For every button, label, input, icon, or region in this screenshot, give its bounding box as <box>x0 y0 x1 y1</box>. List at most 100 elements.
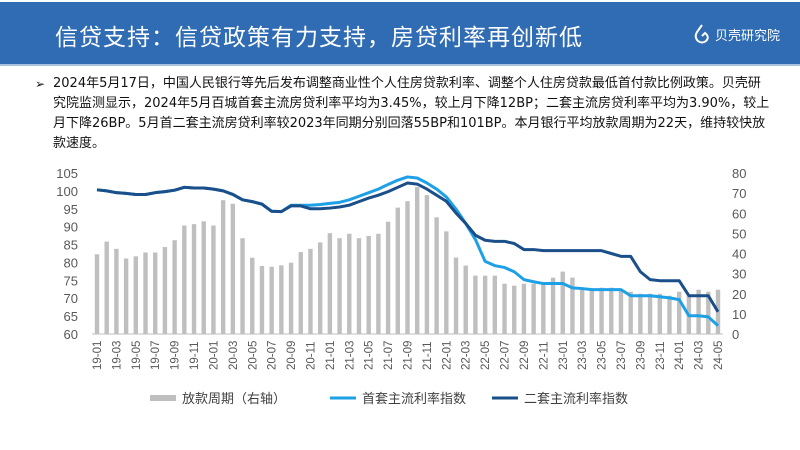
bar-loan-period <box>385 221 391 334</box>
right-axis-tick-label: 0 <box>732 327 739 342</box>
bar-loan-period <box>220 200 226 334</box>
bar-loan-period <box>259 265 265 334</box>
x-axis-tick-label: 21-05 <box>364 341 376 370</box>
bar-loan-period <box>327 233 333 334</box>
bar-loan-period <box>560 271 565 334</box>
bar-loan-period <box>570 277 575 334</box>
x-axis-tick-label: 22-09 <box>519 341 531 370</box>
bar-loan-period <box>230 203 236 334</box>
right-axis-tick-label: 20 <box>732 287 746 302</box>
bullet-arrow-icon: ➢ <box>35 77 46 91</box>
left-axis-tick-label: 105 <box>56 166 78 181</box>
bar-loan-period <box>211 225 216 334</box>
bar-loan-period <box>492 275 498 334</box>
x-axis-tick-label: 21-07 <box>383 341 395 370</box>
x-axis-tick-label: 22-07 <box>500 341 512 370</box>
right-axis-tick-label: 80 <box>732 166 746 181</box>
left-axis-tick-label: 95 <box>64 202 78 217</box>
bar-loan-period <box>395 207 400 334</box>
x-axis-tick-label: 19-05 <box>131 341 143 370</box>
bar-loan-period <box>298 252 303 334</box>
bar-loan-period <box>366 235 371 334</box>
bar-loan-period <box>667 295 672 334</box>
x-axis-tick-label: 24-01 <box>674 341 686 370</box>
x-axis-tick-label: 20-05 <box>247 341 259 370</box>
bar-loan-period <box>541 283 546 334</box>
bar-loan-period <box>143 252 148 334</box>
right-axis-tick-label: 50 <box>732 226 746 241</box>
x-axis-tick-label: 24-03 <box>694 341 706 370</box>
left-axis-tick-label: 70 <box>64 291 78 306</box>
summary-text: 2024年5月17日，中国人民银行等先后发布调整商业性个人住房贷款利率、调整个人… <box>53 76 770 151</box>
x-axis-tick-label: 21-01 <box>325 341 337 370</box>
bar-loan-period <box>308 248 313 334</box>
bar-loan-period <box>657 293 662 334</box>
bar-loan-period <box>133 256 139 334</box>
bar-loan-period <box>502 283 507 334</box>
bar-loan-period <box>104 241 109 334</box>
bar-loan-period <box>405 201 410 334</box>
bar-loan-period <box>356 238 362 334</box>
left-axis-tick-label: 90 <box>64 220 78 235</box>
x-axis-tick-label: 19-07 <box>150 341 162 370</box>
bar-loan-period <box>638 293 643 334</box>
line-second-home-rate <box>96 181 720 313</box>
bar-loan-period <box>599 287 604 334</box>
logo-text: 贝壳研究院 <box>714 28 780 44</box>
bar-loan-period <box>279 265 284 334</box>
bar-loan-period <box>123 258 129 334</box>
x-axis-tick-label: 23-09 <box>635 341 647 370</box>
x-axis-tick-label: 23-01 <box>558 341 570 370</box>
x-axis-tick-label: 22-11 <box>538 341 550 370</box>
legend-label: 首套主流利率指数 <box>362 391 466 407</box>
bar-loan-period <box>317 242 323 334</box>
x-axis-tick-label: 19-01 <box>92 341 104 370</box>
bar-loan-period <box>444 231 449 334</box>
x-axis-tick-label: 22-01 <box>441 341 453 370</box>
bar-loan-period <box>647 293 653 334</box>
left-axis-tick-label: 65 <box>64 309 78 324</box>
bar-loan-period <box>473 275 478 334</box>
x-axis-tick-label: 23-11 <box>655 341 667 370</box>
bar-loan-period <box>531 283 536 334</box>
left-axis-tick-label: 80 <box>64 255 78 270</box>
bar-loan-period <box>482 275 488 334</box>
bar-loan-period <box>250 257 255 334</box>
left-axis-tick-label: 60 <box>64 327 78 342</box>
bar-loan-period <box>609 287 614 334</box>
right-axis-tick-label: 60 <box>732 206 746 221</box>
x-axis-tick-label: 21-11 <box>422 341 434 370</box>
x-axis-tick-label: 22-03 <box>461 341 473 370</box>
x-axis-tick-label: 23-07 <box>616 341 628 370</box>
bar-loan-period <box>191 224 197 334</box>
x-axis-tick-label: 21-09 <box>403 341 415 370</box>
bar-loan-period <box>628 291 633 334</box>
bar-loan-period <box>463 265 468 334</box>
bar-loan-period <box>579 287 585 334</box>
x-axis-tick-label: 23-03 <box>577 341 589 370</box>
x-axis-tick-label: 19-11 <box>189 341 201 370</box>
x-axis-tick-label: 20-03 <box>228 341 240 370</box>
bar-loan-period <box>696 289 701 334</box>
x-axis-tick-label: 19-09 <box>170 341 182 370</box>
x-axis-tick-label: 21-03 <box>344 341 356 370</box>
logo: 贝壳研究院 <box>693 24 780 44</box>
bar-loan-period <box>162 247 168 334</box>
bar-loan-period <box>424 195 430 334</box>
title-bar: 信贷支持：信贷政策有力支持，房贷利率再创新低 贝壳研究院 <box>0 2 800 66</box>
right-axis-tick-label: 40 <box>732 247 746 262</box>
x-axis-tick-label: 19-03 <box>111 341 123 370</box>
bar-loan-period <box>550 277 556 334</box>
bar-loan-period <box>453 257 459 334</box>
left-axis-tick-label: 100 <box>56 184 78 199</box>
bar-loan-period <box>114 248 119 334</box>
bar-loan-period <box>337 238 342 334</box>
bar-loan-period <box>589 289 595 334</box>
bar-loan-period <box>182 225 187 334</box>
right-axis-tick-label: 70 <box>732 186 746 201</box>
left-axis-tick-label: 85 <box>64 238 78 253</box>
bar-loan-period <box>512 285 517 334</box>
bar-loan-period <box>376 233 381 334</box>
legend-label: 二套主流利率指数 <box>524 391 628 407</box>
bar-loan-period <box>676 291 682 334</box>
